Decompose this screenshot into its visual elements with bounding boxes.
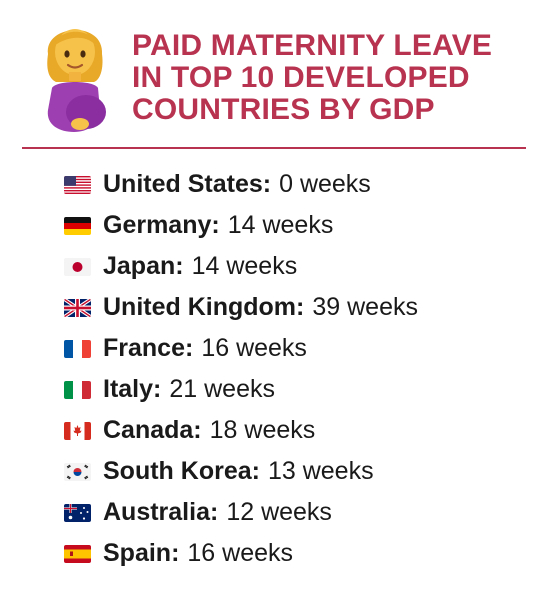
title-line: PAID MATERNITY LEAVE bbox=[132, 29, 493, 62]
list-item: Japan: 14 weeks bbox=[64, 246, 418, 287]
country-name: Italy: bbox=[103, 375, 162, 403]
country-name: Spain: bbox=[103, 539, 180, 567]
country-name: United Kingdom: bbox=[103, 293, 305, 321]
country-name: Japan: bbox=[103, 252, 184, 280]
leave-weeks: 39 weeks bbox=[312, 293, 418, 321]
leave-weeks: 14 weeks bbox=[191, 252, 298, 280]
country-name: France: bbox=[103, 334, 194, 362]
leave-weeks: 16 weeks bbox=[201, 334, 307, 362]
pregnant-woman-icon bbox=[47, 29, 106, 132]
leave-weeks: 13 weeks bbox=[267, 457, 374, 485]
canada-flag-icon bbox=[64, 421, 91, 440]
list-item: France: 16 weeks bbox=[64, 328, 418, 369]
list-item: Spain: 16 weeks bbox=[64, 533, 418, 574]
list-item: Italy: 21 weeks bbox=[64, 369, 418, 410]
list-item: Germany: 14 weeks bbox=[64, 205, 418, 246]
leave-weeks: 0 weeks bbox=[279, 170, 371, 198]
italy-flag-icon bbox=[64, 380, 91, 399]
leave-weeks: 14 weeks bbox=[227, 211, 334, 239]
japan-flag-icon bbox=[64, 257, 91, 276]
leave-weeks: 21 weeks bbox=[169, 375, 275, 403]
country-name: United States: bbox=[103, 170, 272, 198]
south-korea-flag-icon bbox=[64, 462, 91, 481]
country-name: Germany: bbox=[103, 211, 220, 239]
list-item: United Kingdom: 39 weeks bbox=[64, 287, 418, 328]
germany-flag-icon bbox=[64, 216, 91, 235]
divider bbox=[22, 147, 526, 149]
leave-weeks: 12 weeks bbox=[226, 498, 332, 526]
list-item: Australia: 12 weeks bbox=[64, 492, 418, 533]
us-flag-icon bbox=[64, 175, 91, 194]
australia-flag-icon bbox=[64, 503, 91, 522]
country-name: South Korea: bbox=[103, 457, 260, 485]
france-flag-icon bbox=[64, 339, 91, 358]
spain-flag-icon bbox=[64, 544, 91, 563]
list-item: South Korea: 13 weeks bbox=[64, 451, 418, 492]
title-line: IN TOP 10 DEVELOPED bbox=[132, 61, 470, 94]
title-line: COUNTRIES BY GDP bbox=[132, 93, 435, 126]
list-item: Canada: 18 weeks bbox=[64, 410, 418, 451]
leave-weeks: 16 weeks bbox=[187, 539, 294, 567]
country-name: Australia: bbox=[103, 498, 219, 526]
country-list: United States: 0 weeks Germany: 14 weeks… bbox=[64, 164, 418, 574]
uk-flag-icon bbox=[64, 298, 91, 317]
list-item: United States: 0 weeks bbox=[64, 164, 418, 205]
leave-weeks: 18 weeks bbox=[209, 416, 316, 444]
page-title: PAID MATERNITY LEAVE IN TOP 10 DEVELOPED… bbox=[132, 30, 532, 126]
country-name: Canada: bbox=[103, 416, 202, 444]
